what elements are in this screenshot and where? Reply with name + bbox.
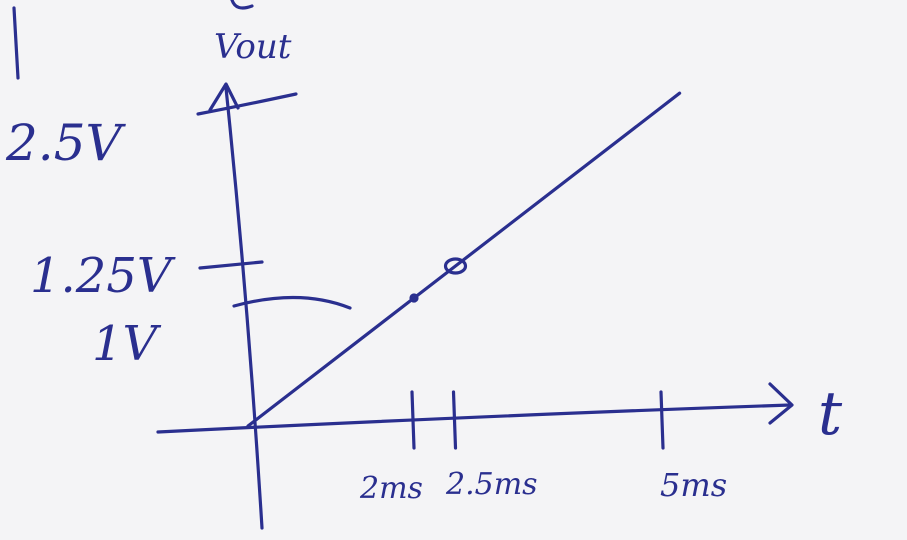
x-tick-label-2ms: 2ms — [359, 471, 423, 506]
y-tick — [198, 260, 264, 270]
series-group — [246, 91, 682, 428]
y-tick-label-1v: 1V — [92, 316, 162, 372]
x-tick-label-5ms: 5ms — [660, 466, 727, 504]
series-line — [246, 91, 682, 428]
x-ticks — [410, 390, 665, 450]
x-tick-label-2-5ms: 2.5ms — [445, 467, 538, 502]
marked-point — [409, 293, 419, 303]
x-axis — [156, 403, 792, 434]
stray-mark — [12, 6, 20, 80]
y-axis — [224, 86, 264, 530]
x-axis-label: t — [818, 379, 843, 449]
y-tick — [196, 92, 298, 116]
x-tick — [451, 390, 458, 450]
x-tick — [410, 390, 416, 450]
marked-point — [443, 257, 468, 275]
points-group — [409, 257, 468, 303]
y-tick — [232, 295, 352, 310]
x-tick — [659, 390, 665, 450]
y-ticks — [196, 92, 352, 310]
y-tick-label-1-25v: 1.25V — [30, 248, 176, 304]
y-tick-label-2-5v: 2.5V — [5, 114, 127, 172]
y-axis-arrow — [208, 82, 240, 112]
y-axis-label: Vout — [214, 27, 292, 67]
stray-mark-arc — [230, 0, 254, 10]
x-axis-arrow — [768, 382, 794, 425]
